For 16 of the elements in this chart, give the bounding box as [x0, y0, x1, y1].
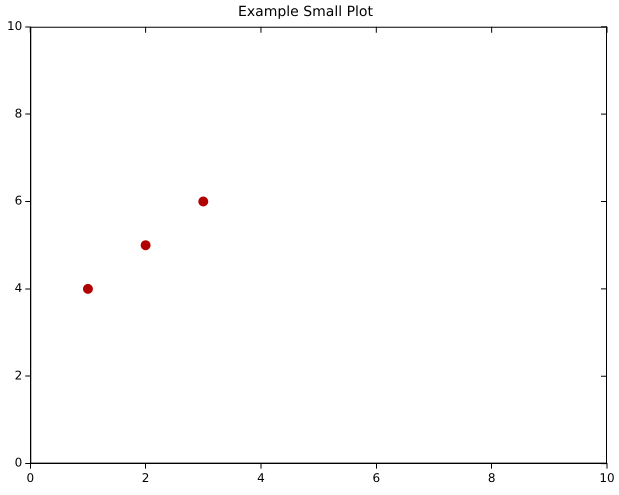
x-tick-label: 0	[26, 470, 34, 485]
y-tick-label: 8	[14, 106, 22, 120]
x-tick-label: 2	[142, 470, 150, 485]
x-tick-label: 4	[257, 470, 265, 485]
y-tick-label: 6	[14, 194, 22, 208]
point	[198, 196, 208, 207]
y-tick-label: 10	[6, 18, 22, 33]
x-tick-label: 6	[372, 470, 380, 485]
y-tick-label: 2	[14, 368, 22, 382]
x-tick-label: 10	[599, 470, 615, 485]
y-tick-label: 0	[14, 456, 22, 470]
y-tick-label: 4	[14, 281, 22, 296]
point	[82, 284, 93, 294]
point	[140, 240, 151, 250]
chart-title: Example Small Plot	[238, 4, 374, 20]
x-tick-label: 8	[488, 470, 496, 485]
